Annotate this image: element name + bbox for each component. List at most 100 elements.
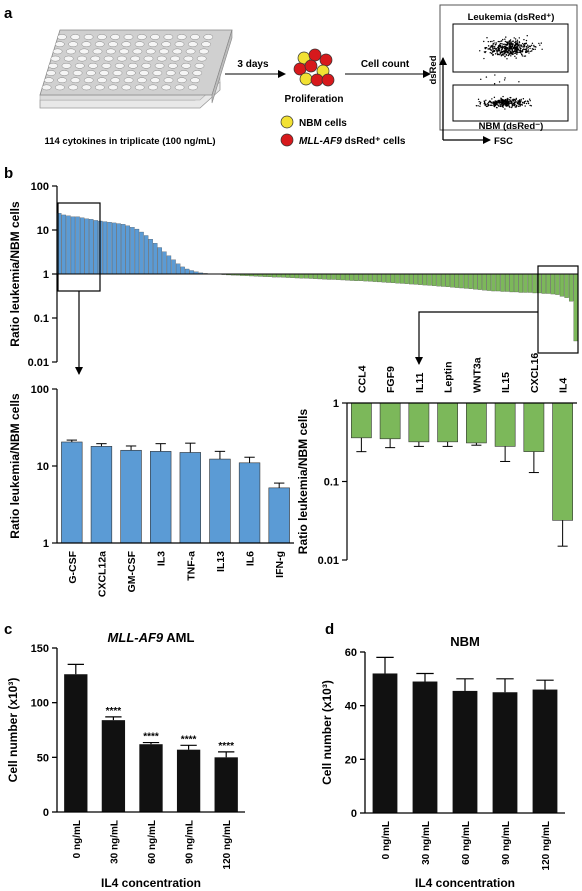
y-tick-label: 60: [345, 647, 357, 659]
facs-dot: [480, 78, 482, 81]
facs-dot: [493, 96, 496, 99]
bar: [90, 446, 113, 544]
facs-dot: [530, 50, 532, 53]
well: [88, 62, 98, 69]
facs-dot: [501, 103, 503, 106]
well: [121, 84, 132, 91]
facs-dot: [508, 104, 510, 106]
facs-dot: [513, 46, 516, 48]
significance-marker: ****: [181, 734, 197, 745]
facs-dot: [512, 40, 514, 43]
bar: [340, 273, 345, 281]
bar: [379, 402, 401, 440]
facs-dot: [494, 103, 497, 105]
bar: [473, 273, 478, 290]
bar: [404, 273, 409, 284]
well: [110, 77, 121, 84]
facs-dot: [489, 40, 492, 43]
well: [99, 70, 110, 76]
well: [179, 70, 189, 76]
facs-dot: [508, 100, 510, 103]
bar: [107, 222, 112, 275]
well: [92, 48, 103, 55]
category-label: 30 ng/mL: [109, 820, 120, 864]
well: [152, 70, 163, 76]
gate-leukemia: [452, 23, 569, 73]
facs-x-label: FSC: [494, 136, 513, 147]
bar: [120, 449, 142, 544]
facs-dot: [511, 105, 514, 107]
facs-dot: [507, 102, 509, 104]
facs-dot: [508, 53, 511, 55]
bar: [477, 273, 482, 290]
facs-dot: [499, 99, 501, 101]
bar: [452, 690, 478, 813]
facs-dot: [495, 47, 497, 50]
facs-dot: [516, 49, 518, 51]
y-axis-title: Ratio leukemia/NBM cells: [296, 408, 310, 554]
well: [68, 41, 78, 48]
well: [199, 48, 209, 55]
facs-dot: [504, 100, 506, 103]
bar: [436, 273, 441, 287]
facs-dot: [508, 46, 510, 48]
facs-dot: [483, 101, 486, 104]
bar: [331, 273, 336, 280]
bar: [294, 273, 300, 279]
well: [174, 41, 185, 48]
well: [83, 77, 94, 84]
well: [201, 41, 211, 48]
proliferation-label: Proliferation: [285, 94, 344, 105]
facs-dot: [522, 42, 524, 45]
facs-dot: [491, 98, 493, 100]
bar: [354, 273, 359, 281]
well: [123, 34, 134, 40]
facs-dot: [531, 42, 534, 45]
bar: [550, 273, 556, 295]
well: [154, 62, 165, 69]
well: [141, 62, 152, 69]
facs-dot: [529, 99, 531, 102]
bar: [139, 231, 144, 275]
bar: [468, 273, 473, 289]
well: [145, 48, 156, 55]
category-label: 90 ng/mL: [185, 820, 196, 864]
facs-dot: [519, 103, 521, 105]
y-axis-title: Ratio leukemia/NBM cells: [8, 393, 22, 539]
facs-dot: [491, 104, 493, 107]
well: [81, 84, 92, 91]
facs-gate-bottom-label: NBM (dsRed⁻): [479, 121, 544, 132]
facs-dot: [522, 44, 525, 46]
well: [181, 62, 192, 69]
facs-dot: [514, 106, 516, 108]
facs-dot: [516, 39, 519, 41]
facs-dot: [499, 40, 501, 43]
bar: [395, 273, 400, 284]
significance-marker: ****: [218, 741, 234, 752]
facs-dot: [498, 49, 501, 52]
facs-dot: [527, 102, 530, 105]
y-tick-label: 10: [37, 461, 49, 473]
facs-dot: [515, 98, 517, 101]
facs-dot: [492, 50, 494, 52]
facs-dot: [479, 105, 481, 108]
bar: [75, 216, 80, 275]
bar: [559, 273, 565, 297]
well: [121, 41, 132, 48]
facs-dot: [515, 57, 517, 59]
bar: [61, 441, 83, 544]
well: [163, 77, 174, 84]
facs-dot: [517, 100, 519, 102]
facs-dot: [512, 43, 514, 45]
facs-dot: [504, 108, 506, 110]
well: [68, 84, 79, 91]
bar: [175, 263, 181, 275]
bar: [573, 273, 578, 342]
category-label: IL6: [245, 551, 257, 566]
well: [148, 41, 158, 48]
facs-dot: [504, 45, 507, 48]
well: [83, 34, 94, 40]
facs-dot: [533, 44, 535, 47]
bar: [363, 273, 368, 282]
well: [143, 55, 154, 62]
